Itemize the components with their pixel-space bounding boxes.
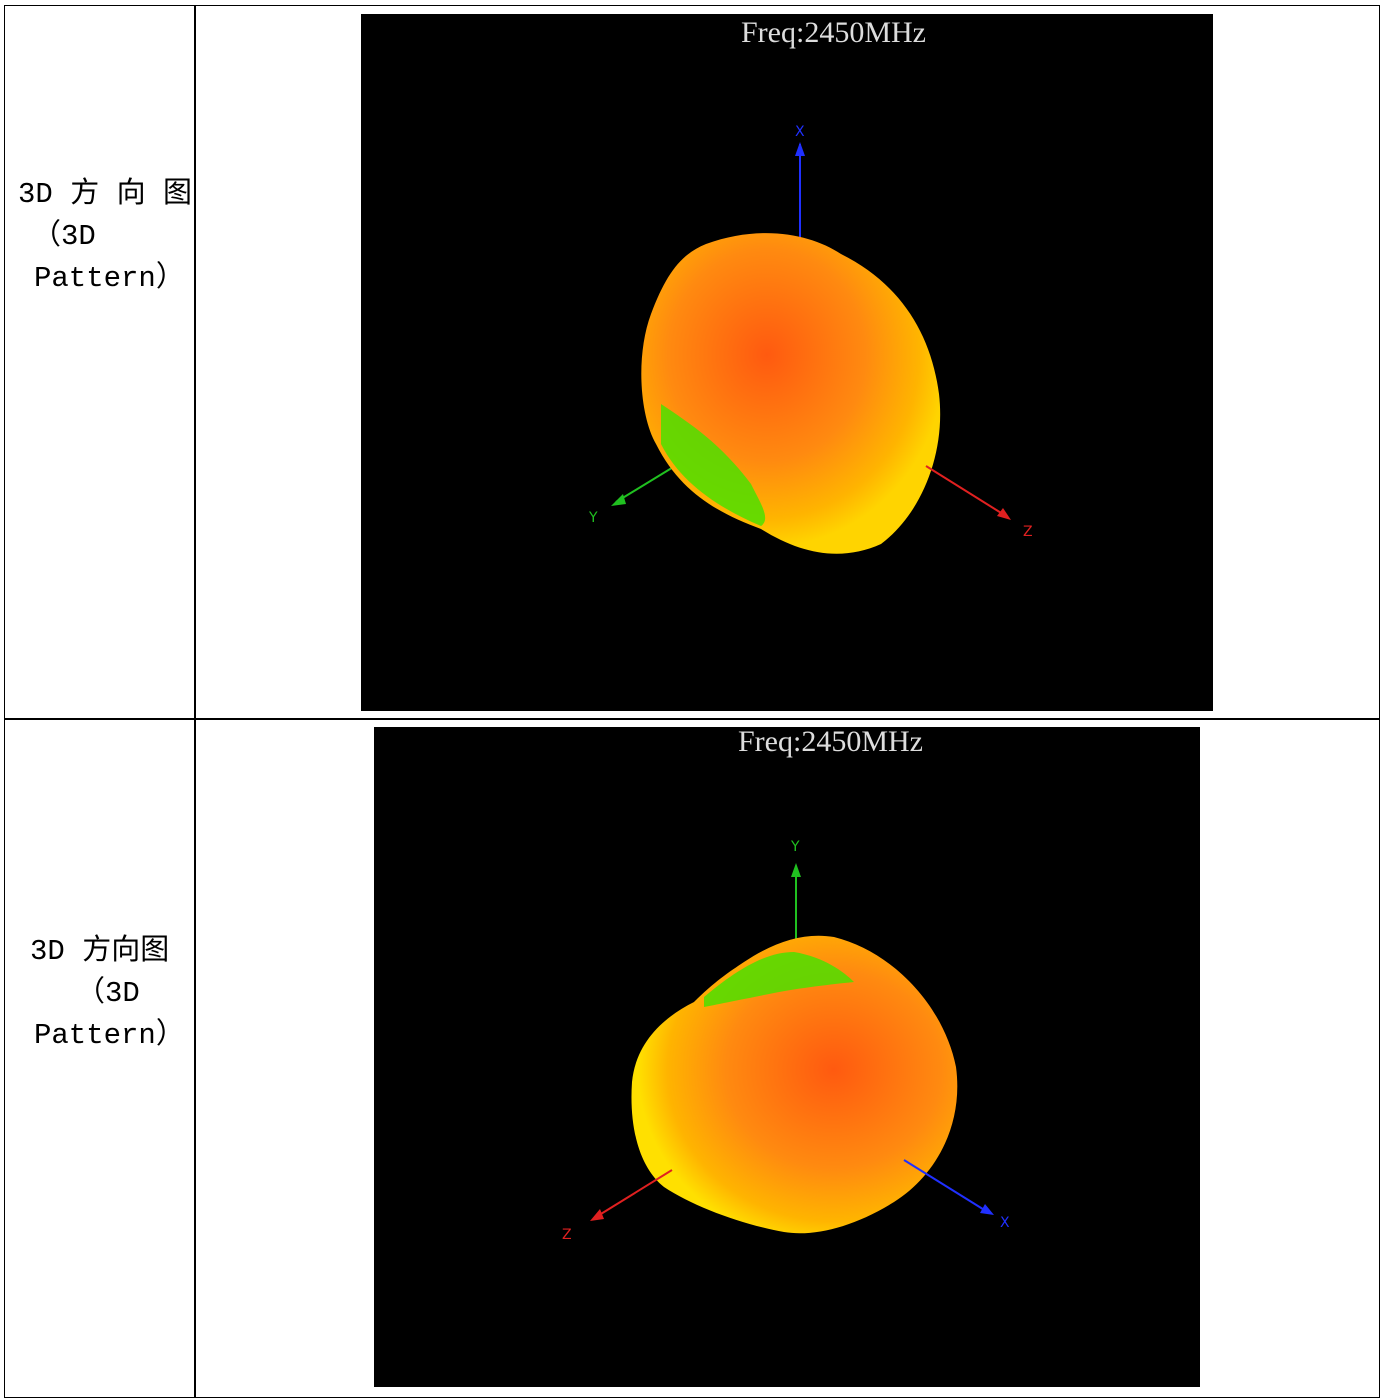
freq-label: Freq:2450MHz (741, 16, 926, 49)
axis-label: X (1000, 1215, 1010, 1231)
pattern-image: Freq:2450MHz X Y Z (361, 14, 1213, 711)
label-cell (4, 5, 196, 720)
label-cell (4, 718, 196, 1398)
axis-label: Y (588, 510, 598, 526)
label-line: 3D 方向图 (30, 935, 170, 968)
label-line: （3D (32, 220, 96, 253)
label-line: 3D 方 向 图 (18, 178, 193, 211)
row-label: 3D 方向图 （3D Pattern） (30, 931, 185, 1057)
label-line: Pattern） (34, 262, 185, 295)
pattern-image: Freq:2450MHz Y Z X (374, 727, 1200, 1387)
label-line: Pattern） (34, 1019, 185, 1052)
image-cell (194, 5, 1380, 720)
axis-label: Y (790, 839, 800, 855)
label-line: （3D (76, 977, 140, 1010)
axis-label: X (795, 124, 805, 140)
freq-label: Freq:2450MHz (738, 727, 923, 758)
axis-label: Z (1023, 524, 1033, 540)
axis-label: Z (562, 1227, 572, 1243)
row-label: 3D 方 向 图 （3D Pattern） (18, 174, 192, 300)
